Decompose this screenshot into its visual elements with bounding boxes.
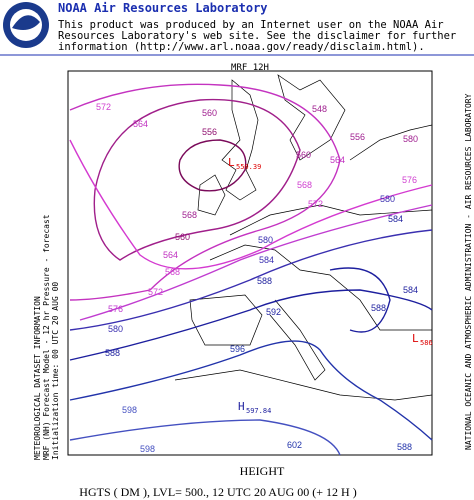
disclaimer-line: information (http://www.arl.noaa.gov/rea… [58,41,425,53]
left-info: METEOROLOGICAL DATASET INFORMATION MRF (… [33,214,60,460]
high-value: 597.84 [246,407,271,415]
contour-label: 572 [308,199,323,209]
low-value: 586 [420,339,433,347]
contour-label: 580 [380,194,395,204]
contour-label: 576 [108,304,123,314]
contour-label: 588 [397,442,412,452]
contour-label: 572 [96,102,111,112]
contour-label: 572 [148,287,163,297]
contour-label: 564 [330,155,345,165]
right-info: NATIONAL OCEANIC AND ATMOSPHERIC ADMINIS… [464,93,473,450]
contour-label: 568 [297,180,312,190]
low-symbol: L [228,156,235,169]
contour-label: 564 [133,119,148,129]
contour-label: 560 [202,108,217,118]
low-value: 550.39 [236,163,261,171]
contour-label: 592 [266,307,281,317]
contour-label: 560 [175,232,190,242]
disclaimer-line: This product was produced by an Internet… [58,19,444,31]
footer-caption: HGTS ( DM ), LVL= 500., 12 UTC 20 AUG 00… [79,485,356,499]
map-frame [67,70,433,456]
contour-label: 548 [312,104,327,114]
contour-label: 584 [259,255,274,265]
contour-label: 584 [403,285,418,295]
contour-label: 588 [371,303,386,313]
contour-label: 568 [165,267,180,277]
info-line: MRF (NH) Forecast Model - 12 hr Pressure… [42,214,51,460]
contour-label: 588 [105,348,120,358]
contour-label: 584 [388,214,403,224]
footer-title: HEIGHT [240,464,285,478]
contour-label: 556 [202,127,217,137]
high-symbol: H [238,400,245,413]
contour-label: 580 [258,235,273,245]
coastlines [174,74,433,401]
contour-label: 556 [350,132,365,142]
contours [69,83,433,456]
low-symbol: L [412,332,419,345]
map-top-label: MRF 12H [231,63,269,73]
contour-label: 588 [257,276,272,286]
header-title: NOAA Air Resources Laboratory [58,1,268,15]
contour-label: 602 [287,440,302,450]
info-line: METEOROLOGICAL DATASET INFORMATION [33,296,42,460]
contour-label: 560 [296,150,311,160]
contour-label: 580 [403,134,418,144]
contour-label: 568 [182,210,197,220]
noaa-logo [3,2,49,48]
contour-label: 576 [402,175,417,185]
contour-label: 580 [108,324,123,334]
info-line: Initialization time: 00 UTC 20 AUG 00 [51,282,60,460]
disclaimer-line: Resources Laboratory's web site. See the… [58,30,456,42]
contour-label: 598 [122,405,137,415]
contour-label: 598 [140,444,155,454]
contour-label: 596 [230,344,245,354]
contour-label: 564 [163,250,178,260]
